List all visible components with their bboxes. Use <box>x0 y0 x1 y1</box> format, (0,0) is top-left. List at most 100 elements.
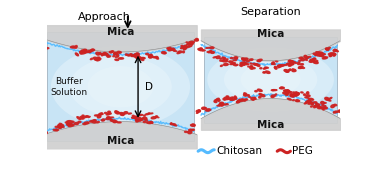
Ellipse shape <box>313 61 315 62</box>
Ellipse shape <box>55 129 59 130</box>
Ellipse shape <box>313 102 317 103</box>
Ellipse shape <box>243 94 246 96</box>
Ellipse shape <box>285 91 288 92</box>
Ellipse shape <box>84 50 88 53</box>
Ellipse shape <box>86 116 88 117</box>
Ellipse shape <box>51 46 190 128</box>
Ellipse shape <box>107 113 111 114</box>
Ellipse shape <box>181 46 184 47</box>
Ellipse shape <box>195 39 198 41</box>
Ellipse shape <box>150 56 153 57</box>
Ellipse shape <box>256 64 260 66</box>
Ellipse shape <box>174 124 176 125</box>
Ellipse shape <box>93 57 98 60</box>
Ellipse shape <box>233 64 237 66</box>
Ellipse shape <box>121 113 124 115</box>
Ellipse shape <box>91 49 94 51</box>
Ellipse shape <box>308 102 313 104</box>
Ellipse shape <box>226 97 229 98</box>
Ellipse shape <box>239 99 243 100</box>
Ellipse shape <box>83 123 86 125</box>
Ellipse shape <box>80 52 82 53</box>
Ellipse shape <box>107 55 109 56</box>
Ellipse shape <box>293 94 296 96</box>
Ellipse shape <box>220 102 223 104</box>
Ellipse shape <box>220 58 222 59</box>
Ellipse shape <box>319 55 322 56</box>
Ellipse shape <box>299 60 301 61</box>
Ellipse shape <box>318 108 321 109</box>
Ellipse shape <box>291 94 293 95</box>
Ellipse shape <box>84 122 88 124</box>
Ellipse shape <box>136 55 139 56</box>
Ellipse shape <box>114 52 118 54</box>
Ellipse shape <box>263 72 265 73</box>
Ellipse shape <box>230 64 232 65</box>
Ellipse shape <box>293 61 294 63</box>
Ellipse shape <box>289 65 291 66</box>
Ellipse shape <box>220 60 222 61</box>
Ellipse shape <box>87 51 90 52</box>
Ellipse shape <box>88 66 153 108</box>
Ellipse shape <box>175 125 177 126</box>
Ellipse shape <box>319 54 324 55</box>
Ellipse shape <box>245 93 247 94</box>
Ellipse shape <box>317 54 320 56</box>
Ellipse shape <box>271 90 277 91</box>
Ellipse shape <box>311 103 313 104</box>
Ellipse shape <box>308 98 310 100</box>
Ellipse shape <box>305 59 307 60</box>
Ellipse shape <box>234 57 238 59</box>
Ellipse shape <box>258 61 260 62</box>
Ellipse shape <box>234 96 237 99</box>
Ellipse shape <box>223 99 225 100</box>
Ellipse shape <box>110 117 113 118</box>
Ellipse shape <box>69 57 172 117</box>
Ellipse shape <box>178 51 182 53</box>
Ellipse shape <box>81 52 86 54</box>
Ellipse shape <box>96 121 99 123</box>
Ellipse shape <box>284 90 290 92</box>
Ellipse shape <box>136 53 139 54</box>
Ellipse shape <box>241 63 244 65</box>
Text: PEG: PEG <box>293 146 313 156</box>
Ellipse shape <box>224 97 228 100</box>
Ellipse shape <box>338 110 341 113</box>
Ellipse shape <box>149 56 153 58</box>
Ellipse shape <box>242 62 245 63</box>
Text: Mica: Mica <box>107 27 134 37</box>
Text: Chitosan: Chitosan <box>216 146 262 156</box>
Ellipse shape <box>287 92 289 94</box>
Ellipse shape <box>254 97 256 99</box>
Ellipse shape <box>310 101 311 103</box>
Ellipse shape <box>260 94 262 95</box>
Ellipse shape <box>59 123 62 124</box>
Ellipse shape <box>191 124 195 126</box>
Ellipse shape <box>148 54 152 57</box>
Ellipse shape <box>329 97 332 99</box>
Ellipse shape <box>196 110 200 112</box>
Ellipse shape <box>125 54 127 55</box>
Ellipse shape <box>140 57 145 59</box>
Ellipse shape <box>214 101 217 102</box>
Ellipse shape <box>101 120 103 121</box>
Ellipse shape <box>288 64 290 66</box>
Ellipse shape <box>146 53 149 55</box>
Ellipse shape <box>321 56 324 57</box>
Ellipse shape <box>143 115 145 116</box>
Ellipse shape <box>189 41 194 43</box>
Ellipse shape <box>90 58 93 60</box>
Ellipse shape <box>323 54 325 55</box>
Ellipse shape <box>319 106 322 108</box>
Ellipse shape <box>273 63 275 65</box>
Ellipse shape <box>243 62 246 65</box>
Ellipse shape <box>283 92 286 94</box>
Ellipse shape <box>322 57 328 59</box>
Ellipse shape <box>222 60 228 62</box>
Ellipse shape <box>304 101 308 104</box>
Ellipse shape <box>224 56 317 103</box>
Ellipse shape <box>329 56 331 57</box>
Ellipse shape <box>300 64 304 65</box>
Ellipse shape <box>294 95 296 96</box>
Ellipse shape <box>107 56 111 57</box>
